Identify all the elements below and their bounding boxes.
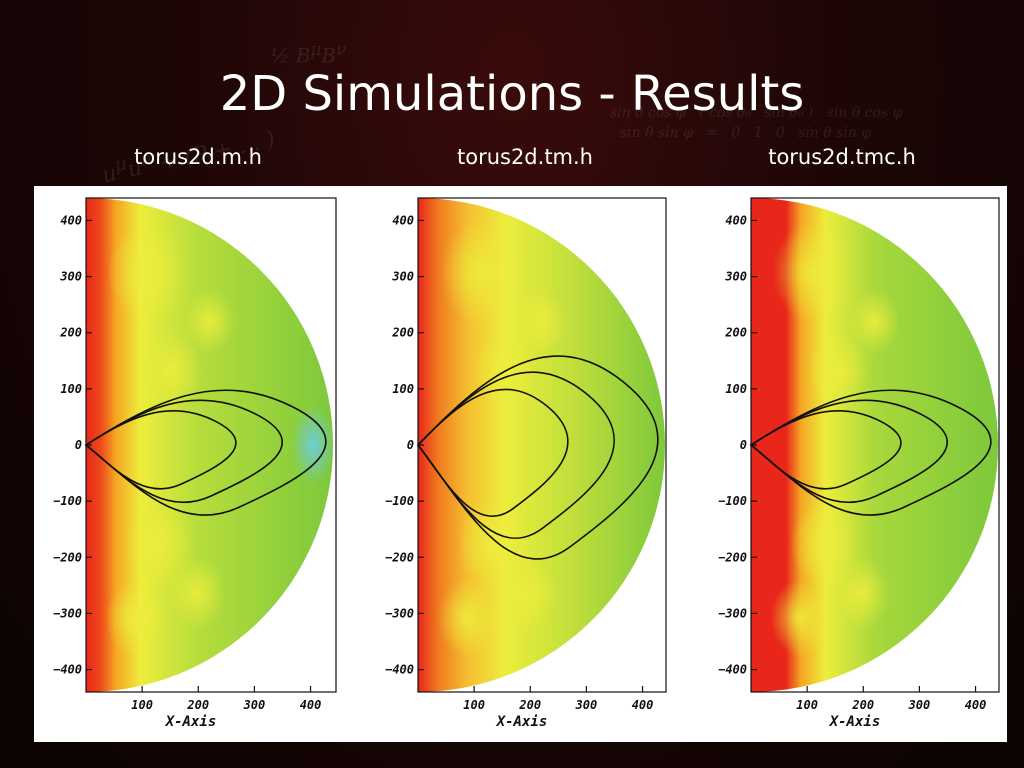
- color-field: [86, 198, 333, 692]
- x-tick-label: 400: [965, 698, 987, 712]
- y-tick-label: 100: [725, 382, 747, 396]
- slide-title: 2D Simulations - Results: [219, 66, 805, 122]
- simulation-panel: 400 300 200 100 0 −100 −200 −300 −400 100 200 300 40…: [385, 197, 667, 730]
- contour-line: [749, 389, 992, 516]
- y-tick-label: 200: [391, 326, 414, 340]
- y-tick-label: −100: [718, 494, 747, 508]
- y-tick-label: −400: [385, 663, 414, 677]
- x-tick-label: 300: [908, 698, 931, 712]
- y-tick-label: 100: [60, 382, 82, 396]
- x-tick-label: 200: [186, 698, 209, 712]
- y-tick-label: −300: [53, 606, 82, 620]
- contour-line: [749, 399, 948, 503]
- contour-line: [749, 409, 902, 490]
- x-tick-label: 400: [632, 698, 654, 712]
- y-tick-label: −400: [718, 663, 747, 677]
- x-axis-label: X-Axis: [829, 714, 881, 730]
- x-tick-label: 100: [463, 698, 485, 712]
- y-tick-label: 400: [725, 213, 747, 227]
- simulation-panel: 400 300 200 100 0 −100 −200 −300 −400 100 200 300 40…: [53, 197, 337, 730]
- y-tick-label: 200: [724, 326, 747, 340]
- y-tick-label: 300: [391, 270, 414, 284]
- x-tick-label: 300: [575, 698, 598, 712]
- background-equation: sin θ cos φ ( cos θ₀ sin θ₀ ) sin θ cos …: [610, 105, 903, 121]
- contour-line: [416, 371, 615, 540]
- y-tick-label: 300: [59, 270, 82, 284]
- contour-line: [84, 399, 283, 503]
- x-axis-label: X-Axis: [496, 714, 548, 730]
- simulation-figure: 400 300 200 100 0 −100 −200 −300 −400 100 200 300 40…: [34, 186, 1007, 742]
- contour-line: [416, 355, 659, 560]
- x-tick-label: 100: [796, 698, 818, 712]
- x-tick-label: 200: [851, 698, 874, 712]
- y-tick-label: −300: [385, 606, 414, 620]
- x-tick-label: 200: [518, 698, 541, 712]
- y-tick-label: −300: [718, 606, 747, 620]
- y-tick-label: −100: [385, 494, 414, 508]
- color-field: [751, 198, 998, 692]
- y-tick-label: 0: [407, 438, 414, 452]
- panel-label-m: torus2d.m.h: [134, 145, 262, 169]
- y-tick-label: 200: [59, 326, 82, 340]
- y-tick-label: −200: [53, 550, 82, 564]
- density-contours: [749, 389, 992, 516]
- y-tick-label: 0: [75, 438, 82, 452]
- y-tick-label: 0: [740, 438, 747, 452]
- y-tick-label: 100: [392, 382, 414, 396]
- density-contours: [416, 355, 659, 560]
- x-tick-label: 400: [300, 698, 322, 712]
- y-tick-label: 300: [724, 270, 747, 284]
- density-contours: [84, 389, 327, 516]
- y-tick-label: −100: [53, 494, 82, 508]
- panel-label-tmc: torus2d.tmc.h: [768, 145, 916, 169]
- y-tick-label: −200: [385, 550, 414, 564]
- background-equation: sin θ sin φ = 0 1 0 sin θ sin φ: [620, 125, 872, 141]
- y-tick-label: 400: [392, 213, 414, 227]
- contour-line: [84, 409, 237, 490]
- y-tick-label: 400: [60, 213, 82, 227]
- contour-line: [416, 388, 569, 517]
- y-tick-label: −400: [53, 663, 82, 677]
- simulation-panel: 400 300 200 100 0 −100 −200 −300 −400 100 200 300 40…: [718, 197, 1000, 730]
- x-tick-label: 100: [131, 698, 153, 712]
- background-equation: ½ BμBν: [270, 40, 347, 68]
- y-tick-label: −200: [718, 550, 747, 564]
- panel-label-tm: torus2d.tm.h: [456, 145, 593, 169]
- simulation-plots: 400 300 200 100 0 −100 −200 −300 −400 100 200 300 40…: [53, 197, 1000, 730]
- x-tick-label: 300: [243, 698, 266, 712]
- color-field: [418, 198, 665, 692]
- x-axis-label: X-Axis: [165, 714, 217, 730]
- contour-line: [84, 389, 327, 516]
